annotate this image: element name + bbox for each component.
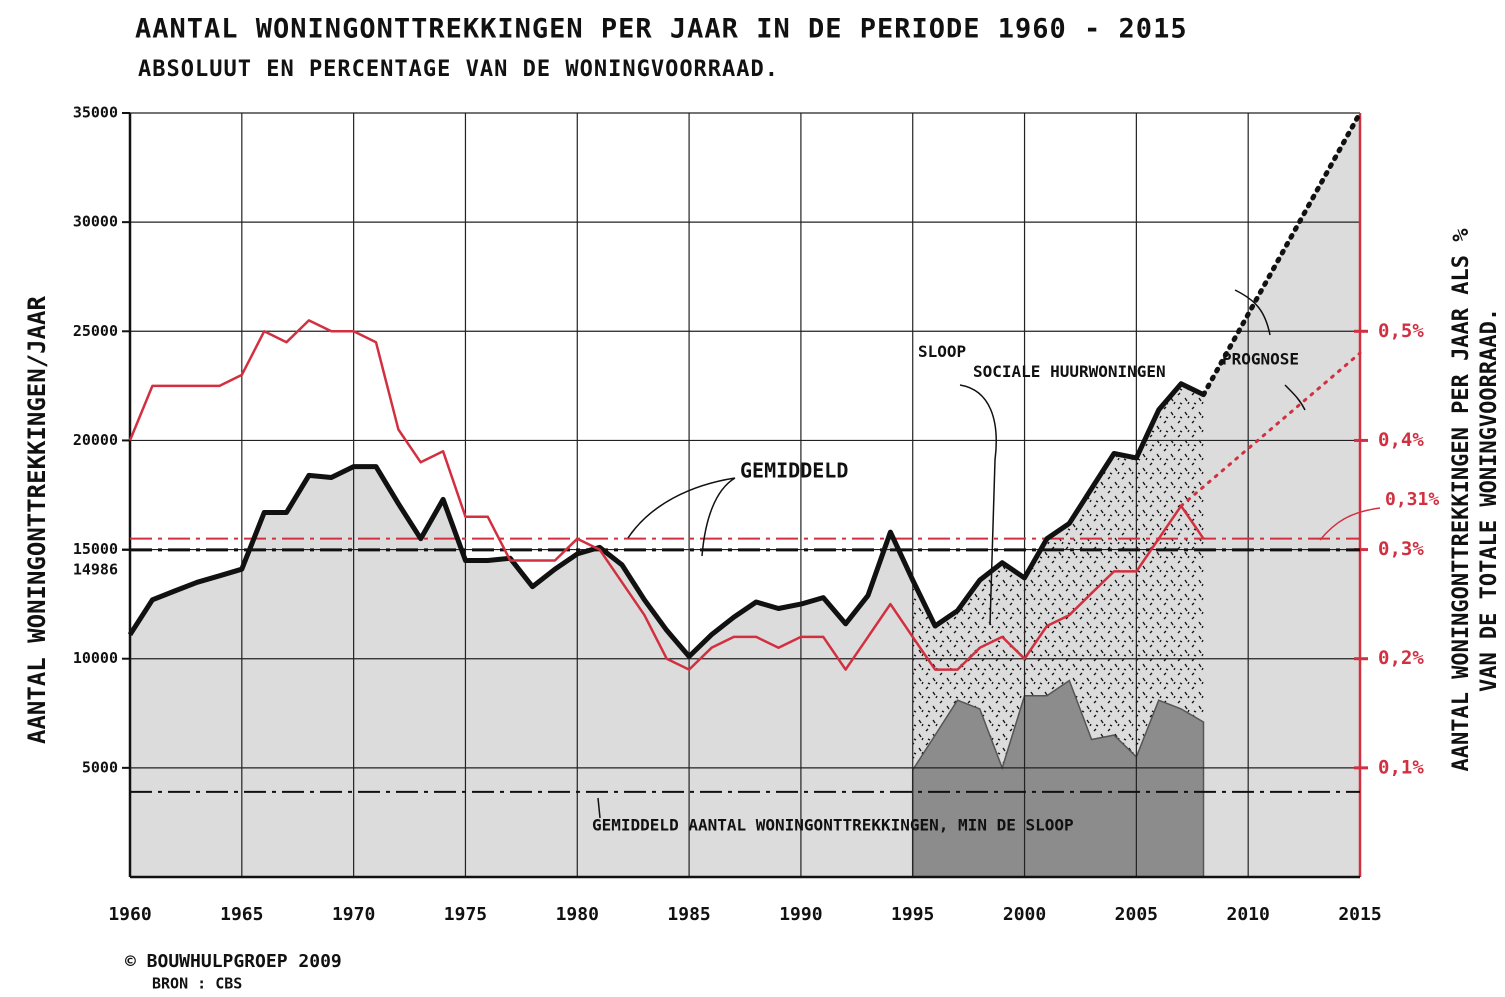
y-tick-label: 10000 — [73, 649, 118, 667]
y2-tick-label: 0,4% — [1378, 429, 1424, 451]
demolition-band — [912, 383, 1204, 770]
y-tick-label: 5000 — [82, 758, 118, 776]
annotation: 0,31% — [1385, 489, 1439, 510]
footer: BRON : CBS — [152, 975, 242, 993]
footer: © BOUWHULPGROEP 2009 — [125, 951, 342, 972]
annotation: GEMIDDELD AANTAL WONINGONTTREKKINGEN, MI… — [592, 816, 1074, 835]
y-tick-label: 15000 — [73, 540, 118, 558]
y2-axis-label: AANTAL WONINGONTTREKKINGEN PER JAAR ALS … — [1449, 228, 1474, 772]
chart-title: AANTAL WONINGONTTREKKINGEN PER JAAR IN D… — [135, 14, 1188, 45]
plot: 1960 1965 1970 1975 1980 1985 1990 1995 2000 2005… — [73, 104, 1440, 926]
area-fill — [1203, 113, 1360, 877]
chart-subtitle: ABSOLUUT EN PERCENTAGE VAN DE WONINGVOOR… — [138, 57, 779, 82]
annotation-line: SLOOP — [918, 342, 966, 361]
y-tick-label: 25000 — [73, 322, 118, 340]
line — [127, 381, 1205, 659]
leader-line — [1234, 289, 1306, 411]
leader-line — [597, 797, 601, 819]
annotation-line: SOCIALE HUURWONINGEN — [973, 362, 1166, 381]
annotation: GEMIDDELD — [740, 459, 848, 483]
x-tick-label: 1995 — [891, 904, 934, 925]
leader-line — [959, 384, 997, 626]
y2-tick-label: 0,3% — [1378, 538, 1424, 560]
leader-line — [1319, 507, 1381, 541]
annotation: SLOOP SOCIALE HUURWONINGEN — [918, 342, 1166, 381]
x-tick-label: 1975 — [444, 904, 487, 925]
x-tick-label: 2005 — [1115, 904, 1158, 925]
x-tick-label: 1980 — [556, 904, 599, 925]
x-tick-label: 1965 — [220, 904, 263, 925]
x-tick-label: 1970 — [332, 904, 375, 925]
x-tick-label: 2000 — [1003, 904, 1046, 925]
y2-axis-label: VAN DE TOTALE WONINGVOORRAAD. — [1477, 308, 1502, 692]
line — [128, 319, 1205, 671]
y-axis-label: AANTAL WONINGONTTREKKINGEN/JAAR — [23, 295, 51, 743]
x-tick-label: 2015 — [1338, 904, 1381, 925]
y-tick-label: 14986 — [73, 560, 118, 578]
area — [911, 679, 1205, 878]
leader-line — [627, 477, 736, 557]
y-tick-label: 20000 — [73, 431, 118, 449]
y2-tick-label: 0,5% — [1378, 320, 1424, 342]
x-tick-label: 1990 — [779, 904, 822, 925]
x-tick-label: 1960 — [108, 904, 151, 925]
forecast-line — [1179, 351, 1362, 508]
annotation: PROGNOSE — [1222, 350, 1299, 369]
y2-tick-label: 0,1% — [1378, 756, 1424, 778]
x-tick-label: 2010 — [1227, 904, 1270, 925]
y-tick-label: 35000 — [73, 104, 118, 122]
y-tick-label: 30000 — [73, 213, 118, 231]
forecast-line — [1201, 110, 1363, 398]
x-tick-label: 1985 — [667, 904, 710, 925]
y2-tick-label: 0,2% — [1378, 647, 1424, 669]
